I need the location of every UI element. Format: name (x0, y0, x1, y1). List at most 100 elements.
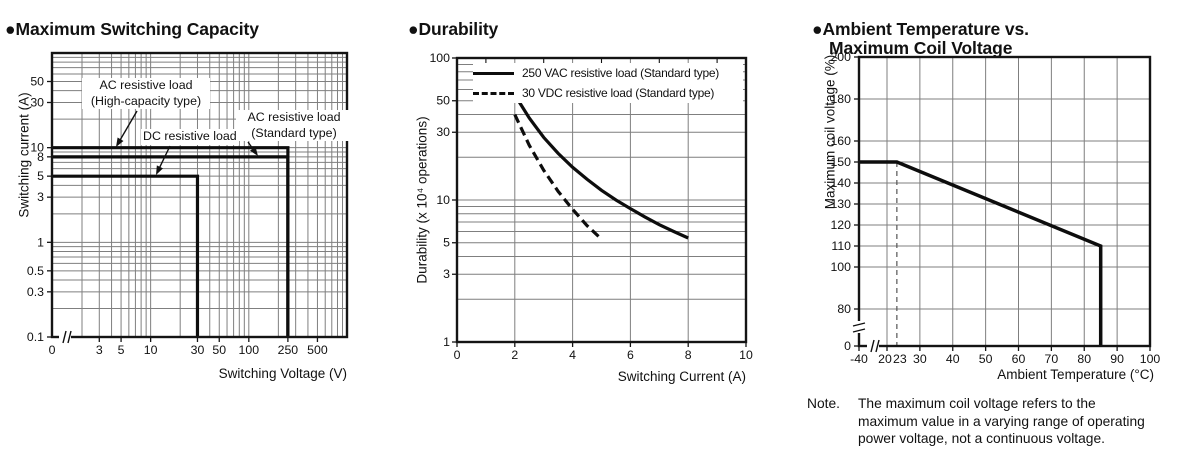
tick-label: 4 (569, 348, 576, 362)
tick-label: 50 (212, 343, 226, 357)
legend: 250 VAC resistive load (Standard type) 3… (473, 63, 743, 103)
tick-label: -40 (850, 352, 868, 366)
note-text: The maximum coil voltage refers to the m… (858, 395, 1145, 448)
tick-label: 10 (436, 193, 450, 207)
tick-label: 200 (830, 50, 851, 64)
chart-title-text: Durability (418, 18, 499, 39)
durability-plot: 0 2 4 6 8 10 100 50 30 10 5 3 1 (429, 51, 753, 362)
axis-break-icon (67, 330, 72, 344)
x-axis-title: Switching Current (A) (617, 369, 746, 384)
tick-label: 0.3 (27, 285, 44, 299)
tick-label: 50 (436, 94, 450, 108)
tick-label: 110 (831, 239, 851, 253)
axis-break-mask (854, 321, 864, 333)
bullet-icon: ● (408, 18, 419, 39)
tick-label: 180 (830, 92, 851, 106)
tick-label: 150 (830, 155, 851, 169)
plot-border (455, 56, 748, 344)
tick-label: 160 (830, 134, 851, 148)
tick-label: 20 (878, 352, 892, 366)
x-axis-title: Switching Voltage (V) (218, 366, 347, 381)
tick-label: 3 (443, 267, 450, 281)
tick-label: 30 (436, 125, 450, 139)
tick-label: 60 (1012, 352, 1026, 366)
arrowhead-icon (156, 165, 163, 175)
tick-label: 10 (739, 348, 753, 362)
note-line: maximum value in a varying range of oper… (858, 413, 1145, 429)
annotation-dc-resistive: DC resistive load (141, 129, 239, 145)
tick-label: 100 (239, 343, 260, 357)
legend-item: 30 VDC resistive load (Standard type) (473, 84, 743, 102)
tick-label: 80 (1077, 352, 1091, 366)
chart-title: ●Maximum Switching Capacity (5, 18, 259, 39)
plot-border (857, 55, 1152, 348)
annotation-line: AC resistive load (247, 110, 341, 124)
tick-label: 5 (443, 236, 450, 250)
tick-label: 5 (37, 169, 44, 183)
tick-label: 6 (627, 348, 634, 362)
tick-label: 8 (37, 150, 44, 164)
tick-label: 80 (837, 302, 851, 316)
data-curve (513, 113, 603, 241)
annotation-arrow (157, 145, 171, 170)
axis-break-icon (875, 339, 880, 353)
tick-label: 2 (511, 348, 518, 362)
tick-label: 50 (979, 352, 993, 366)
tick-label: 1 (443, 335, 450, 349)
tick-label: 50 (30, 74, 44, 88)
tick-label: 130 (830, 197, 851, 211)
tick-label: 5 (118, 343, 125, 357)
dashed-line-icon (473, 91, 514, 95)
tick-label: 120 (830, 218, 851, 232)
data-curve (859, 160, 1103, 346)
chart-max-switching-capacity: ●Maximum Switching Capacity Switching cu… (0, 0, 400, 452)
bullet-icon: ● (5, 18, 16, 39)
chart-durability: ●Durability Durability (x 10⁴ operations… (400, 0, 800, 452)
annotation-ac-high-capacity: AC resistive load (High-capacity type) (82, 78, 210, 109)
tick-label: 500 (307, 343, 328, 357)
tick-label: 3 (96, 343, 103, 357)
tick-label: 70 (1045, 352, 1059, 366)
annotation-arrow (118, 110, 138, 143)
tick-label: 8 (685, 348, 692, 362)
tick-label: 0 (454, 348, 461, 362)
axis-break-icon (870, 339, 875, 353)
tick-label: 30 (913, 352, 927, 366)
tick-label: 23 (893, 352, 907, 366)
tick-label: 100 (429, 51, 450, 65)
annotation-line: AC resistive load (99, 78, 193, 92)
coil-voltage-plot: -40 20 23 30 40 50 60 70 80 90 100 200 180 160 150 140 1… (830, 50, 1161, 366)
legend-item: 250 VAC resistive load (Standard type) (473, 64, 743, 82)
tick-label: 10 (30, 141, 44, 155)
bullet-icon: ● (812, 18, 823, 39)
tick-label: 40 (946, 352, 960, 366)
tick-label: 140 (830, 176, 851, 190)
arrowhead-icon (116, 137, 124, 147)
axis-break-icon (852, 328, 866, 333)
chart-ambient-temp-coil-voltage: ●Ambient Temperature vs. Maximum Coil Vo… (800, 0, 1199, 452)
chart-title-text: Ambient Temperature vs. (822, 18, 1029, 39)
tick-label: 0 (49, 343, 56, 357)
tick-label: 250 (278, 343, 299, 357)
tick-label: 30 (191, 343, 205, 357)
annotation-line: (High-capacity type) (90, 93, 202, 108)
axis-break-icon (62, 330, 67, 344)
tick-label: 90 (1110, 352, 1124, 366)
tick-label: 30 (30, 95, 44, 109)
tick-label: 100 (1140, 352, 1161, 366)
legend-label: 250 VAC resistive load (Standard type) (522, 66, 720, 80)
arrowhead-icon (250, 146, 258, 156)
tick-label: 1 (37, 235, 44, 249)
annotation-line: DC resistive load (143, 129, 237, 143)
solid-line-icon (473, 71, 514, 75)
tick-label: 0 (844, 339, 851, 353)
data-curve (52, 155, 290, 337)
tick-label: 3 (37, 190, 44, 204)
chart-title: ●Durability (408, 18, 499, 39)
note-line: The maximum coil voltage refers to the (858, 396, 1096, 411)
annotation-ac-standard: AC resistive load (Standard type) (236, 110, 352, 141)
data-curve (52, 174, 200, 337)
tick-label: 0.5 (27, 264, 44, 278)
